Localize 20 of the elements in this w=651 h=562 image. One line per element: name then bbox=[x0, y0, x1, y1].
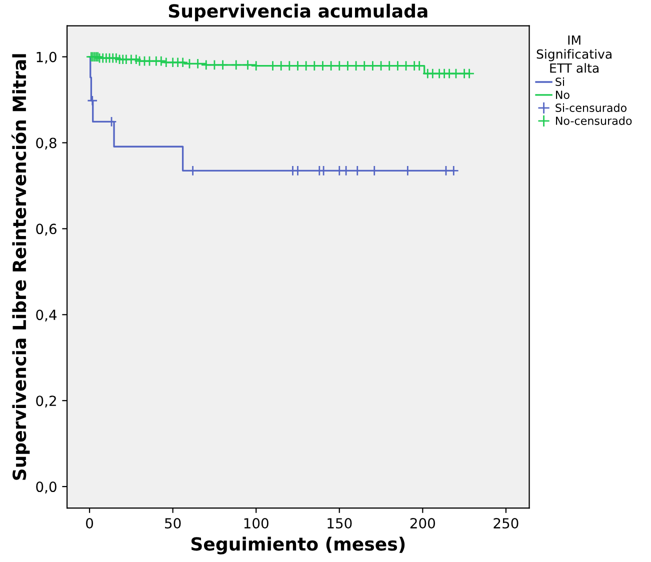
y-tick-label: 0,4 bbox=[36, 310, 57, 322]
y-axis-title: Supervivencia Libre Reintervención Mitral bbox=[11, 54, 30, 480]
x-tick-label: 100 bbox=[244, 518, 268, 529]
y-tick-label: 0,6 bbox=[36, 224, 56, 236]
x-tick-label: 0 bbox=[86, 518, 94, 529]
x-tick-label: 50 bbox=[165, 518, 181, 529]
legend-title: IM Significativa ETT alta bbox=[536, 36, 612, 73]
chart-title: Supervivencia acumulada bbox=[168, 4, 428, 22]
legend-label: No bbox=[556, 90, 570, 100]
x-tick-label: 250 bbox=[494, 518, 518, 529]
x-tick-label: 150 bbox=[328, 518, 352, 529]
y-tick-label: 1,0 bbox=[36, 52, 56, 64]
y-tick-label: 0,2 bbox=[36, 396, 56, 408]
y-tick-label: 0,0 bbox=[36, 482, 56, 494]
x-tick-label: 200 bbox=[410, 518, 435, 529]
y-tick-label: 0,8 bbox=[36, 138, 56, 150]
x-axis-title: Seguimiento (meses) bbox=[191, 536, 405, 554]
legend-label: Si-censurado bbox=[556, 103, 626, 112]
legend-label: Si bbox=[556, 77, 564, 86]
legend-label: No-censurado bbox=[556, 116, 632, 125]
